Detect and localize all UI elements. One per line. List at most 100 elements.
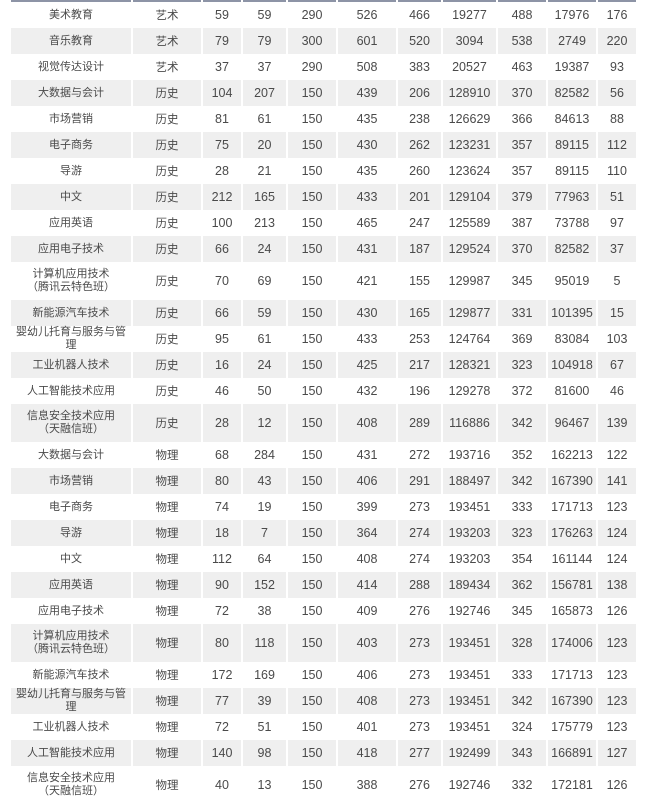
- value-cell: 189434: [443, 572, 498, 598]
- major-cell: 工业机器人技术: [11, 714, 133, 740]
- value-cell: 150: [288, 546, 338, 572]
- value-cell: 124: [598, 520, 636, 546]
- major-cell: 新能源汽车技术: [11, 662, 133, 688]
- value-cell: 193451: [443, 494, 498, 520]
- value-cell: 323: [498, 352, 548, 378]
- table-row: 美术教育 艺术 59 59 290 526 466 19277 488 17976 176: [11, 2, 636, 28]
- value-cell: 274: [398, 546, 443, 572]
- value-cell: 324: [498, 714, 548, 740]
- value-cell: 273: [398, 688, 443, 714]
- major-cell: 信息安全技术应用 （天融信班）: [11, 766, 133, 804]
- value-cell: 172: [203, 662, 243, 688]
- table-row: 应用电子技术 物理 72 38 150 409 276 192746 345 165873 126: [11, 598, 636, 624]
- value-cell: 364: [338, 520, 398, 546]
- value-cell: 82582: [548, 236, 598, 262]
- value-cell: 274: [398, 520, 443, 546]
- value-cell: 150: [288, 300, 338, 326]
- value-cell: 217: [398, 352, 443, 378]
- table-row: 信息安全技术应用 （天融信班） 物理 40 13 150 388 276 192746 332 17…: [11, 766, 636, 804]
- major-cell: 大数据与会计: [11, 442, 133, 468]
- value-cell: 64: [243, 546, 288, 572]
- value-cell: 206: [398, 80, 443, 106]
- value-cell: 66: [203, 236, 243, 262]
- category-cell: 历史: [133, 210, 203, 236]
- value-cell: 354: [498, 546, 548, 572]
- major-cell: 婴幼儿托育与服务与管理: [11, 326, 133, 352]
- value-cell: 129524: [443, 236, 498, 262]
- value-cell: 19387: [548, 54, 598, 80]
- value-cell: 128321: [443, 352, 498, 378]
- value-cell: 220: [598, 28, 636, 54]
- value-cell: 165873: [548, 598, 598, 624]
- value-cell: 19: [243, 494, 288, 520]
- category-cell: 历史: [133, 326, 203, 352]
- table-row: 人工智能技术应用 物理 140 98 150 418 277 192499 343 166891 1…: [11, 740, 636, 766]
- major-cell: 人工智能技术应用: [11, 378, 133, 404]
- value-cell: 433: [338, 326, 398, 352]
- value-cell: 46: [610, 384, 624, 398]
- value-cell: 37: [203, 54, 243, 80]
- category-cell: 物理: [133, 468, 203, 494]
- value-cell: 431: [338, 442, 398, 468]
- value-cell: 466: [398, 2, 443, 28]
- value-cell: 37: [243, 54, 288, 80]
- table-row: 新能源汽车技术 历史 66 59 150 430 165 129877 331 101395 15: [11, 300, 636, 326]
- value-cell: 95019: [548, 262, 598, 300]
- value-cell: 150: [288, 326, 338, 352]
- major-cell: 应用电子技术: [11, 598, 133, 624]
- category-cell: 历史: [133, 132, 203, 158]
- value-cell: 435: [338, 106, 398, 132]
- value-cell: 69: [243, 262, 288, 300]
- value-cell: 16: [203, 352, 243, 378]
- major-cell: 信息安全技术应用 （天融信班）: [11, 404, 133, 442]
- table-row: 工业机器人技术 物理 72 51 150 401 273 193451 324 175779 123: [11, 714, 636, 740]
- value-cell: 7: [243, 520, 288, 546]
- value-cell: 406: [338, 662, 398, 688]
- value-cell: 28: [203, 404, 243, 442]
- value-cell: 88: [610, 112, 624, 126]
- value-cell: 73788: [548, 210, 598, 236]
- value-cell: 176263: [548, 520, 598, 546]
- value-cell: 123: [598, 624, 636, 662]
- value-cell: 408: [338, 546, 398, 572]
- category-cell: 物理: [133, 598, 203, 624]
- value-cell: 150: [288, 572, 338, 598]
- value-cell: 129104: [443, 184, 498, 210]
- value-cell: 112: [598, 132, 636, 158]
- value-cell: 19277: [443, 2, 498, 28]
- major-cell: 导游: [11, 158, 133, 184]
- value-cell: 601: [338, 28, 398, 54]
- value-cell: 150: [288, 766, 338, 804]
- value-cell: 89115: [548, 132, 598, 158]
- value-cell: 273: [398, 624, 443, 662]
- value-cell: 290: [288, 54, 338, 80]
- value-cell: 342: [498, 404, 548, 442]
- value-cell: 435: [338, 158, 398, 184]
- value-cell: 124764: [443, 326, 498, 352]
- value-cell: 129987: [443, 262, 498, 300]
- value-cell: 126: [606, 604, 628, 618]
- value-cell: 167390: [548, 468, 598, 494]
- value-cell: 129877: [443, 300, 498, 326]
- category-cell: 物理: [133, 714, 203, 740]
- value-cell: 140: [203, 740, 243, 766]
- major-cell: 导游: [11, 520, 133, 546]
- value-cell: 408: [338, 688, 398, 714]
- value-cell: 80: [203, 468, 243, 494]
- value-cell: 379: [498, 184, 548, 210]
- value-cell: 508: [338, 54, 398, 80]
- value-cell: 72: [203, 598, 243, 624]
- value-cell: 433: [338, 184, 398, 210]
- value-cell: 332: [498, 766, 548, 804]
- category-cell: 物理: [133, 662, 203, 688]
- category-cell: 物理: [133, 572, 203, 598]
- value-cell: 165: [243, 184, 288, 210]
- major-cell: 工业机器人技术: [11, 352, 133, 378]
- value-cell: 174006: [548, 624, 598, 662]
- value-cell: 345: [498, 598, 548, 624]
- value-cell: 118: [243, 624, 288, 662]
- value-cell: 37: [598, 236, 636, 262]
- table-row: 工业机器人技术 历史 16 24 150 425 217 128321 323 104918 67: [11, 352, 636, 378]
- major-cell: 计算机应用技术 （腾讯云特色班）: [11, 624, 133, 662]
- value-cell: 150: [288, 132, 338, 158]
